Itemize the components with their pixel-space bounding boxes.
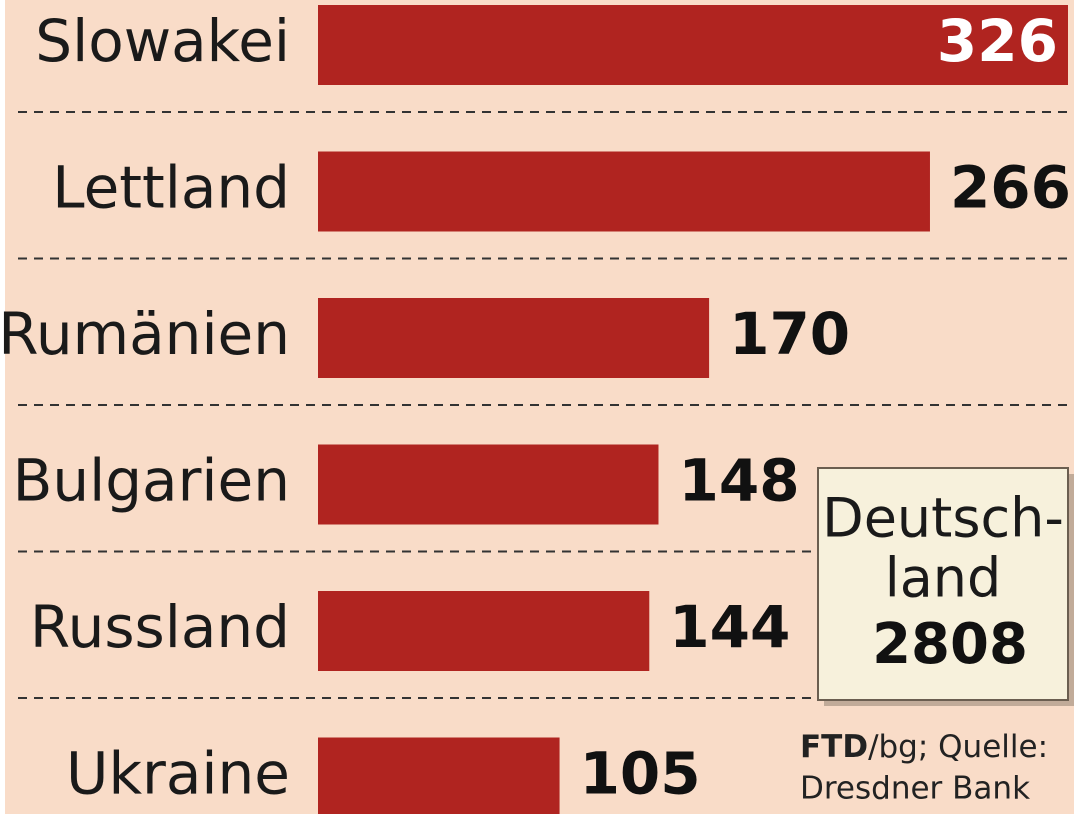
category-label: Ukraine	[66, 740, 290, 808]
source-text: /bg; Quelle:	[868, 729, 1048, 765]
value-label: 105	[580, 740, 701, 808]
inset-frame	[817, 467, 1069, 701]
value-label: 326	[937, 7, 1058, 75]
value-label: 144	[669, 593, 790, 661]
bar	[318, 5, 1068, 85]
category-label: Lettland	[52, 154, 290, 222]
value-label: 148	[678, 447, 799, 515]
category-label: Slowakei	[35, 7, 290, 75]
value-label: 266	[950, 154, 1071, 222]
bar	[318, 298, 710, 378]
value-label: 170	[729, 300, 850, 368]
bar	[318, 151, 930, 232]
category-label: Rumänien	[0, 300, 290, 368]
rows: Slowakei 326 Lettland 266 Rumänien 170 Bulgari…	[0, 5, 1074, 814]
source-agency: FTD	[800, 729, 868, 765]
source: FTD/bg; Quelle:	[800, 729, 1048, 765]
inset-label: Deutsch-	[822, 487, 1064, 550]
category-label: Bulgarien	[13, 447, 290, 515]
inset-label: land	[885, 547, 1002, 610]
category-label: Russland	[30, 593, 290, 661]
inset-value: 2808	[872, 612, 1028, 677]
inset-box: Deutsch- land 2808	[817, 467, 1074, 706]
bar	[318, 444, 659, 525]
source-text: Dresdner Bank	[800, 771, 1030, 807]
bar	[318, 737, 560, 814]
bar	[318, 591, 650, 671]
